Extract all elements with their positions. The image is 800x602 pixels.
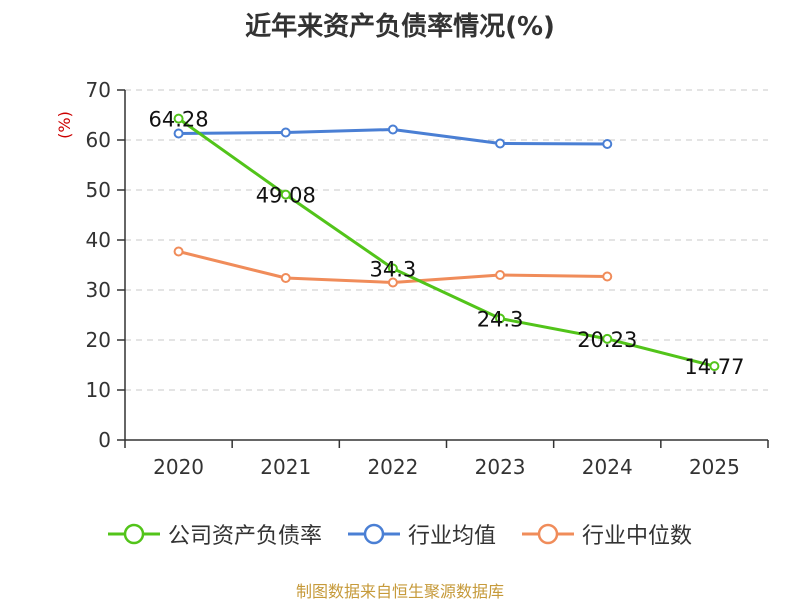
data-point [709,361,720,372]
legend-label: 行业中位数 [582,524,693,549]
y-tick-label: 50 [86,178,111,202]
data-label: 14.77 [684,355,744,379]
y-tick-label: 60 [86,128,111,152]
data-point [495,138,506,149]
data-label-layer: 64.28 49.08 34.3 24.3 20.23 14.77 [149,108,745,380]
legend-swatch [347,523,400,545]
y-tick-label: 40 [86,228,111,252]
data-point [602,333,613,344]
x-tick-label: 2025 [689,455,740,479]
y-axis-label: (%) [55,111,74,139]
data-point [387,277,398,288]
y-tick-label: 20 [86,328,111,352]
legend-swatch [522,523,574,545]
y-tick-label: 10 [86,378,111,402]
data-label: 34.3 [370,258,417,282]
data-label: 49.08 [256,184,316,208]
legend-label: 行业均值 [407,524,496,549]
data-label: 64.28 [149,108,209,132]
data-point [602,139,613,149]
legend-item[interactable]: 行业均值 [347,518,496,550]
data-point [280,189,291,200]
legend-item[interactable]: 行业中位数 [522,518,692,550]
x-tick-label: 2024 [582,455,633,479]
y-tick-label: 70 [86,78,111,102]
data-point [173,113,184,124]
data-point [173,246,184,257]
grid-layer [125,89,768,391]
legend-label: 公司资产负债率 [167,524,322,549]
legend-swatch [107,523,160,545]
x-tick-label: 2020 [153,455,204,479]
legend-item[interactable]: 公司资产负债率 [107,518,322,550]
y-tick-label: 0 [98,428,111,452]
data-point [495,313,506,324]
data-point [602,271,613,282]
data-point [387,263,398,274]
data-label: 20.23 [577,328,637,352]
data-label: 24.3 [477,308,524,332]
legend: 公司资产负债率 行业均值 行业中位数 [0,518,800,550]
data-point [280,127,291,138]
series-layer [173,113,720,372]
data-point [495,270,506,280]
series-line [177,117,715,368]
data-point [280,273,291,283]
source-note: 制图数据来自恒生聚源数据库 [295,582,504,601]
data-point [387,124,398,135]
x-tick-label: 2021 [260,455,311,479]
axis-layer: 0 10 20 30 40 50 60 70 2020 2021 2022 2023 2024 2025 [86,78,769,479]
x-tick-label: 2022 [367,455,418,479]
y-tick-label: 30 [86,278,111,302]
x-tick-label: 2023 [475,455,526,479]
chart-title: 近年来资产负债率情况(%) [245,12,555,42]
data-point [173,128,184,139]
